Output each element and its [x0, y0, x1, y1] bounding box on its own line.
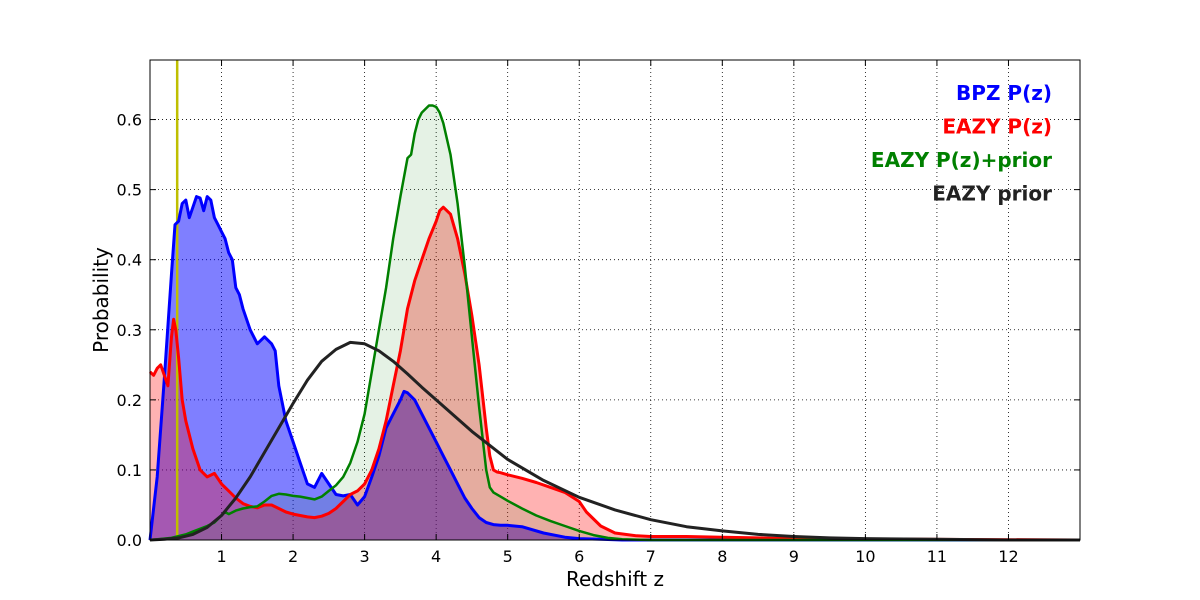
x-tick-label: 7 — [646, 547, 656, 566]
x-tick-label: 9 — [789, 547, 799, 566]
y-tick-label: 0.1 — [117, 461, 142, 480]
legend-entry: EAZY P(z) — [942, 115, 1052, 139]
x-axis-title: Redshift z — [566, 567, 664, 591]
y-tick-label: 0.2 — [117, 391, 142, 410]
y-axis-title: Probability — [89, 247, 113, 353]
x-tick-label: 8 — [717, 547, 727, 566]
legend-entry: EAZY P(z)+prior — [871, 148, 1052, 172]
x-tick-label: 12 — [998, 547, 1018, 566]
x-tick-label: 6 — [574, 547, 584, 566]
series-line-eazy-p-z-prior — [149, 104, 1080, 542]
x-tick-label: 10 — [855, 547, 875, 566]
y-tick-label: 0.4 — [117, 251, 142, 270]
x-tick-label: 1 — [216, 547, 226, 566]
x-tick-label: 11 — [927, 547, 947, 566]
x-tick-label: 5 — [503, 547, 513, 566]
y-tick-label: 0.5 — [117, 181, 142, 200]
legend-entry: BPZ P(z) — [956, 81, 1052, 105]
legend-entry: EAZY prior — [932, 182, 1052, 206]
x-tick-label: 2 — [288, 547, 298, 566]
y-tick-label: 0.0 — [117, 531, 142, 550]
axis-ticks: 1 2 3 4 5 6 7 8 9 10 11 120.00.10.20.30.40.50.6 — [117, 60, 1080, 566]
plot-frame — [149, 59, 1081, 541]
x-tick-label: 3 — [360, 547, 370, 566]
legend: BPZ P(z) EAZY P(z) EAZY P(z)+prior EAZY pri… — [871, 81, 1052, 206]
y-tick-label: 0.3 — [117, 321, 142, 340]
series-fill-bpz-p-z — [150, 196, 1080, 540]
x-tick-label: 4 — [431, 547, 441, 566]
series-fill-eazy-p-z — [150, 207, 1080, 540]
series-lines — [148, 104, 1081, 542]
series-line-eazy-p-z — [148, 205, 1081, 542]
y-tick-label: 0.6 — [117, 111, 142, 130]
series-line-bpz-p-z — [148, 195, 1080, 542]
series-line-eazy-prior — [149, 340, 1080, 542]
